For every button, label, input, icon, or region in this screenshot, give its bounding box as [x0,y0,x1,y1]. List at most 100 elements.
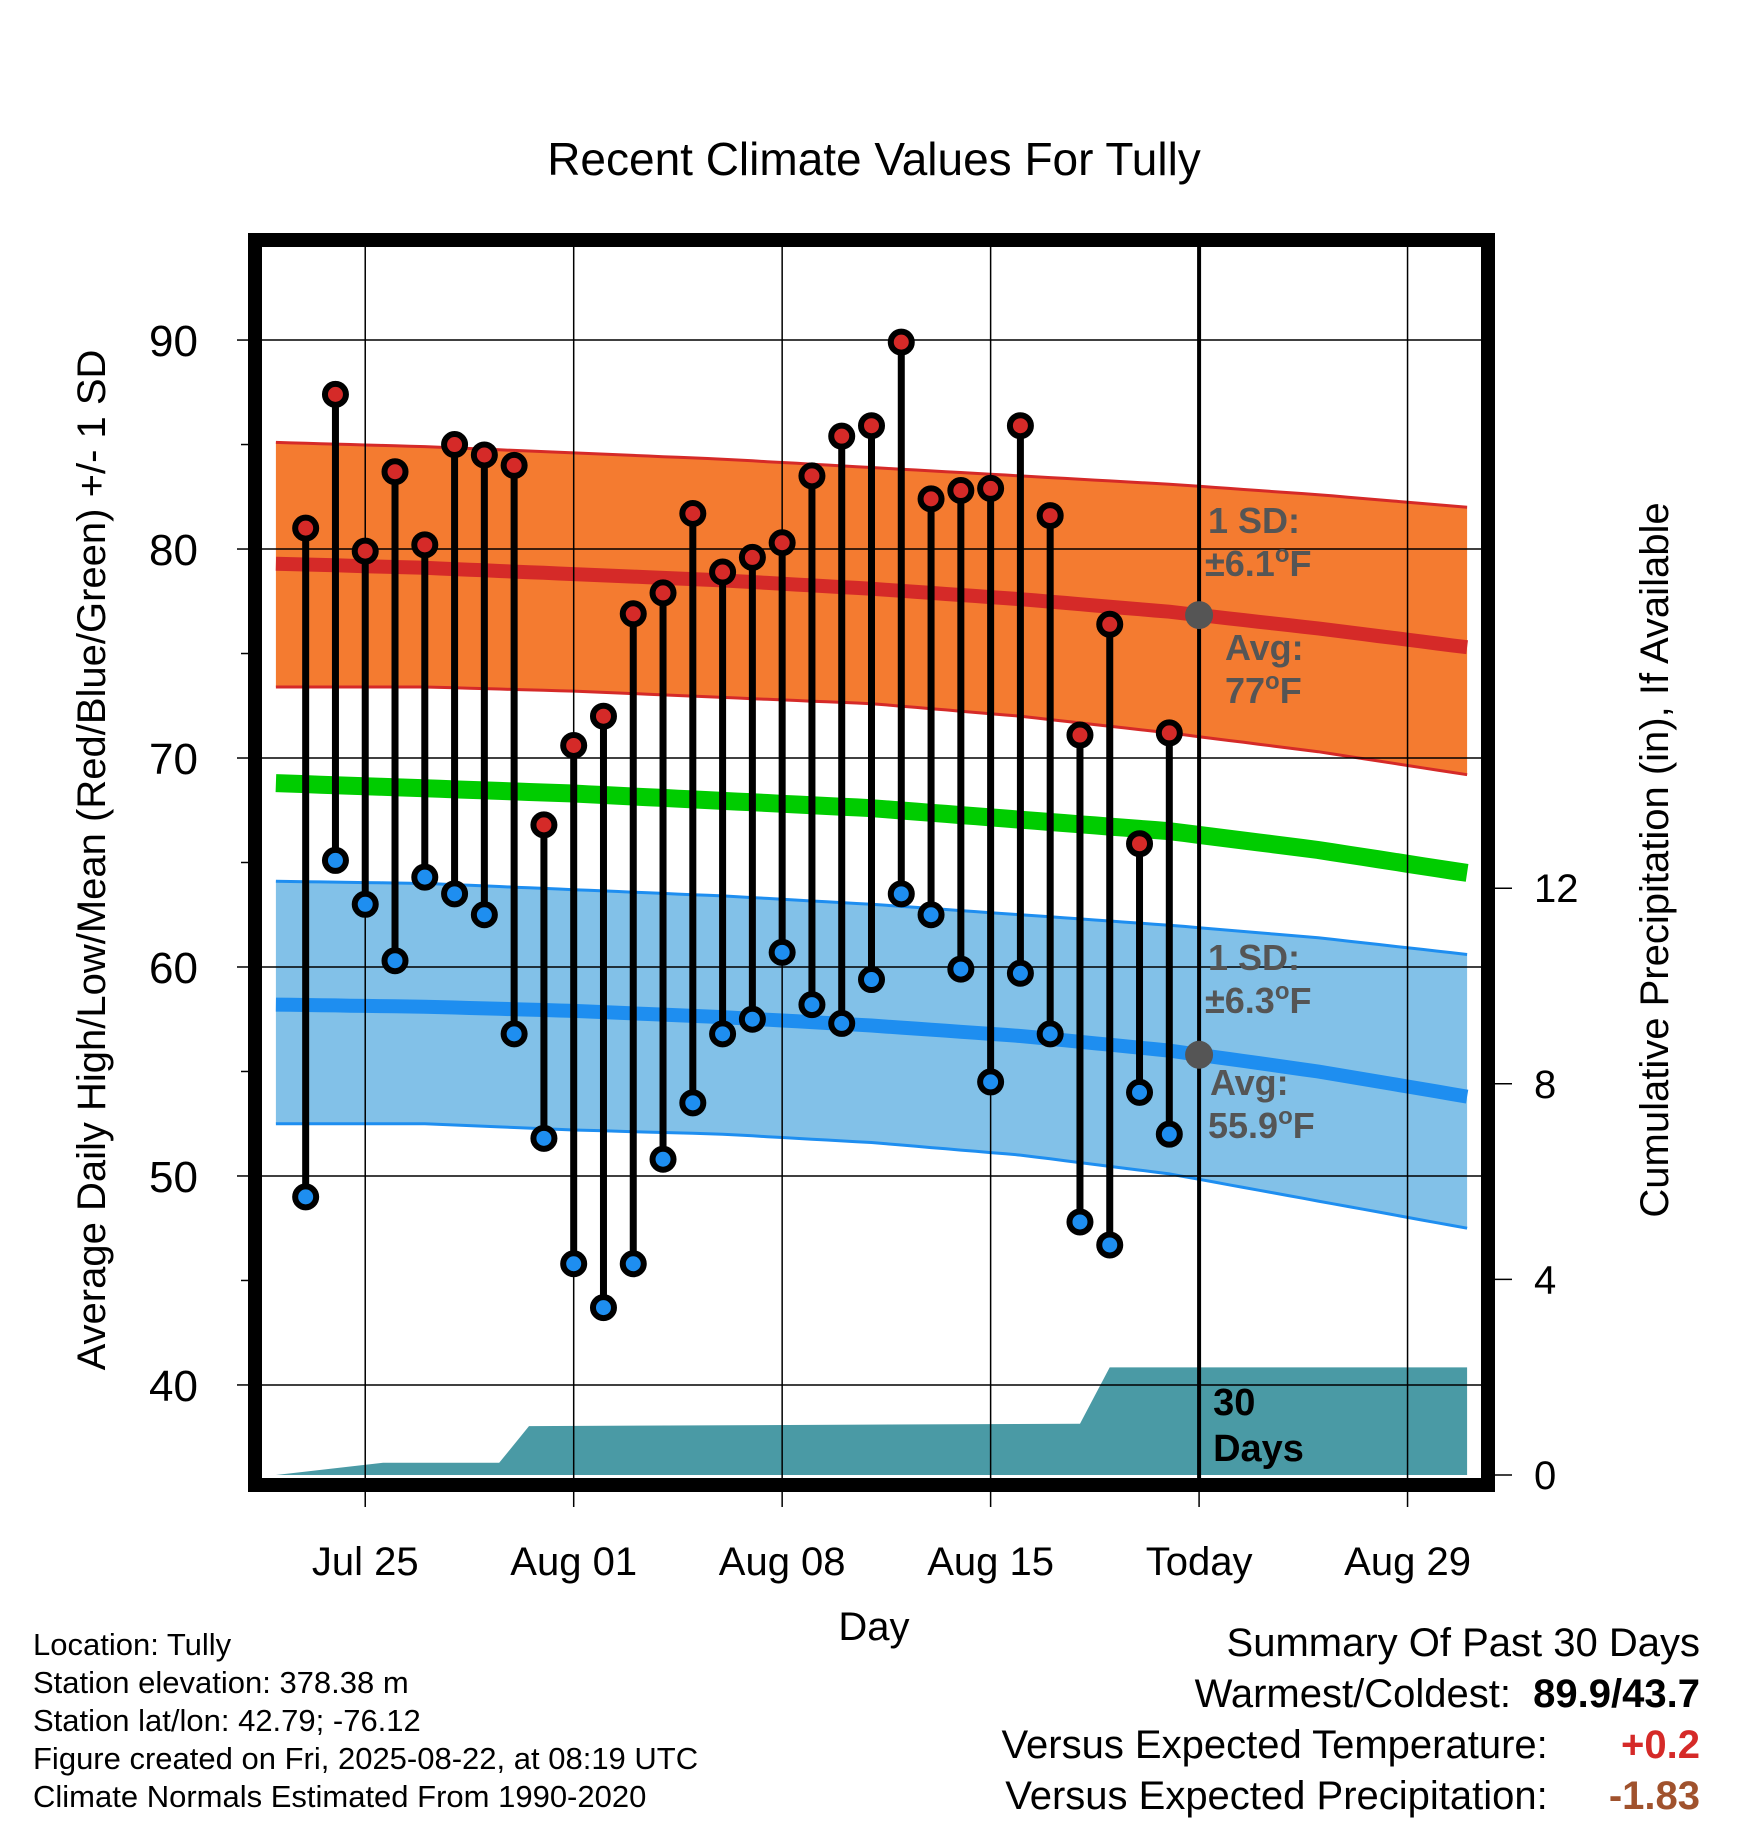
x-tick-label-5: Aug 29 [1344,1540,1471,1584]
daily-high-point [917,485,945,513]
daily-high-point [858,412,885,440]
daily-high-point [738,543,766,571]
station-info: Location: Tully Station elevation: 378.3… [33,1626,698,1816]
daily-high-point [619,600,647,628]
y2-tick-label-8: 8 [1534,1063,1556,1107]
daily-high-point [321,380,349,408]
warmest-value: 89.9/43.7 [1533,1672,1700,1716]
summary-precip-row: Versus Expected Precipitation: -1.83 [1002,1771,1700,1822]
daily-high-point [441,431,469,459]
daily-high-point [470,441,498,469]
daily-high-point [411,531,439,559]
x-tick-label-0: Jul 25 [312,1540,419,1584]
daily-low-point [411,863,439,891]
daily-low-point [649,1145,677,1173]
precip-label-line1: 30 [1213,1382,1255,1424]
daily-low-point [1006,959,1034,987]
daily-high-point [500,451,528,479]
temp-value: +0.2 [1621,1723,1700,1767]
normal-low-band-lower-edge [275,1122,1468,1230]
y2-tick-label-12: 12 [1534,867,1579,911]
high-avg-value: 77oF [1225,668,1302,711]
y-tick-label-40: 40 [149,1362,198,1411]
daily-low-point [560,1250,588,1278]
daily-low-point [828,1009,856,1037]
normal-low-line [275,997,1469,1104]
latlon-text: Station lat/lon: 42.79; -76.12 [33,1703,421,1738]
high-sd-value: ±6.1oF [1205,541,1311,584]
daily-low-point [470,901,498,929]
y-tick-label-50: 50 [149,1153,198,1202]
daily-high-point [351,537,379,565]
daily-high-point [1126,830,1154,858]
low-sd-value: ±6.3oF [1205,978,1311,1021]
daily-high-point [589,702,617,730]
x-axis-label: Day [838,1605,909,1649]
daily-low-point [709,1020,737,1048]
daily-low-point [679,1089,707,1117]
temp-label: Versus Expected Temperature: [1001,1723,1548,1767]
x-tick-label-2: Aug 08 [719,1540,846,1584]
daily-high-point [798,462,826,490]
daily-low-point [1066,1208,1094,1236]
daily-low-point [500,1020,528,1048]
high-avg-label: Avg: [1225,627,1304,668]
daily-low-point [917,901,945,929]
y2-tick-label-0: 0 [1534,1454,1556,1498]
plot-frame [248,233,1495,1492]
today-low-avg-marker [1185,1040,1214,1069]
daily-high-point [947,477,975,505]
daily-high-point [828,422,856,450]
precip-value: -1.83 [1608,1774,1700,1818]
daily-low-point [1096,1231,1124,1259]
summary-warmest-row: Warmest/Coldest: 89.9/43.7 [1002,1669,1700,1720]
daily-low-point [858,966,885,994]
summary-heading: Summary Of Past 30 Days [1226,1621,1700,1665]
x-tick-label-4: Today [1146,1540,1253,1584]
daily-high-point [887,328,915,356]
daily-high-point [530,811,558,839]
daily-low-point [768,938,796,966]
created-text: Figure created on Fri, 2025-08-22, at 08… [33,1741,699,1776]
y-tick-label-60: 60 [149,944,198,993]
plot-content [261,246,1482,1479]
y2-axis-label: Cumulative Precipitation (in), If Availa… [1633,502,1677,1217]
y2-tick-label-4: 4 [1534,1258,1556,1302]
low-sd-label: 1 SD: [1208,937,1300,978]
x-tick-label-3: Aug 15 [927,1540,1054,1584]
daily-low-point [530,1124,558,1152]
location-text: Location: Tully [33,1627,232,1662]
chart-title: Recent Climate Values For Tully [547,133,1201,185]
daily-low-point [321,846,349,874]
daily-low-point [381,947,409,975]
daily-high-point [1006,412,1034,440]
daily-high-point [1155,719,1183,747]
summary-panel: Summary Of Past 30 Days Warmest/Coldest:… [1002,1618,1700,1822]
precip-label: Versus Expected Precipitation: [1005,1774,1548,1818]
warmest-label: Warmest/Coldest: [1194,1672,1511,1716]
daily-low-point [738,1005,766,1033]
daily-high-point [381,458,409,486]
daily-high-point [649,579,677,607]
daily-high-point [292,514,320,542]
daily-low-point [947,955,975,983]
daily-low-point [798,991,826,1019]
elevation-text: Station elevation: 378.38 m [33,1665,409,1700]
daily-low-point [292,1183,320,1211]
y-tick-label-70: 70 [149,735,198,784]
low-avg-value: 55.9oF [1208,1103,1315,1146]
daily-high-point [977,474,1005,502]
daily-high-point [768,529,796,557]
daily-high-point [1066,721,1094,749]
daily-low-point [351,890,379,918]
summary-temp-row: Versus Expected Temperature: +0.2 [1002,1720,1700,1771]
daily-low-point [887,880,915,908]
daily-high-point [560,731,588,759]
y-axis-label: Average Daily High/Low/Mean (Red/Blue/Gr… [70,350,114,1371]
daily-low-point [619,1250,647,1278]
normals-text: Climate Normals Estimated From 1990-2020 [33,1779,647,1814]
daily-low-point [441,880,469,908]
precip-label-line2: Days [1213,1428,1304,1470]
